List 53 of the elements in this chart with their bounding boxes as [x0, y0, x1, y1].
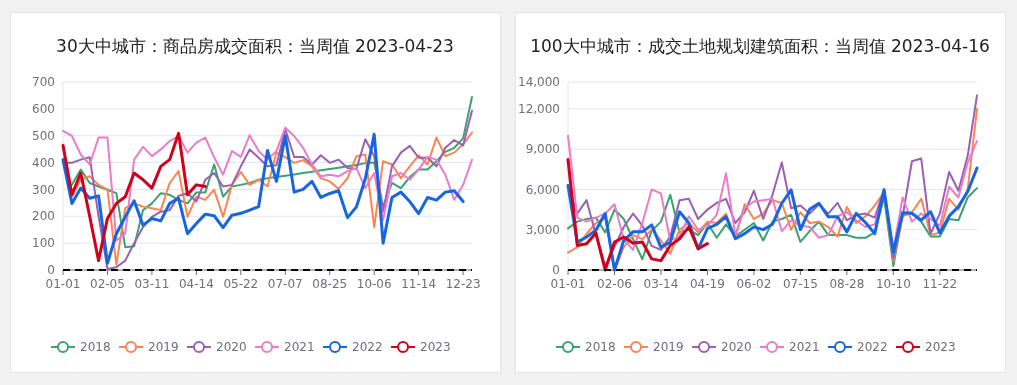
line-series — [567, 134, 978, 251]
x-tick-label: 03-11 — [134, 277, 170, 291]
legend-label: 2019 — [148, 340, 179, 355]
x-tick-label: 04-19 — [689, 277, 725, 291]
legend-label: 2023 — [925, 340, 956, 355]
y-tick-label: 0 — [552, 263, 560, 278]
x-tick-label: 07-15 — [782, 277, 818, 291]
y-tick-label: 12,000 — [518, 102, 560, 117]
x-tick-label: 11-14 — [401, 277, 437, 291]
line-series — [61, 131, 207, 263]
x-tick-label: 08-25 — [312, 277, 348, 291]
legend-label: 2018 — [585, 340, 616, 355]
x-tick-label: 06-02 — [736, 277, 772, 291]
x-tick-label: 08-28 — [829, 277, 865, 291]
line-series — [567, 187, 978, 267]
legend-label: 2021 — [789, 340, 820, 355]
line-series — [566, 157, 709, 272]
x-tick-label: 04-14 — [178, 277, 214, 291]
chart-title: 100大中城市：成交土地规划建筑面积：当周值 2023-04-16 — [530, 36, 990, 56]
legend-label: 2020 — [216, 340, 247, 355]
y-tick-label: 400 — [32, 155, 55, 170]
legend-label: 2022 — [857, 340, 888, 355]
legend-label: 2018 — [80, 340, 111, 355]
line-series — [62, 126, 473, 242]
y-tick-label: 0 — [47, 263, 55, 278]
x-tick-label: 01-01 — [550, 277, 586, 291]
x-tick-label: 10-10 — [875, 277, 911, 291]
x-tick-label: 05-22 — [223, 277, 259, 291]
y-tick-label: 100 — [32, 236, 55, 251]
x-tick-label: 11-22 — [922, 277, 958, 291]
y-tick-label: 300 — [32, 182, 55, 197]
x-tick-label: 10-06 — [356, 277, 392, 291]
y-tick-label: 600 — [32, 102, 55, 117]
legend-label: 2023 — [420, 340, 451, 355]
legend-label: 2021 — [284, 340, 315, 355]
y-tick-label: 700 — [32, 75, 55, 90]
x-tick-label: 01-01 — [45, 277, 81, 291]
y-tick-label: 9,000 — [525, 142, 560, 157]
legend-label: 2020 — [721, 340, 752, 355]
line-series — [70, 96, 473, 249]
legend-label: 2019 — [653, 340, 684, 355]
y-tick-label: 200 — [32, 209, 55, 224]
y-tick-label: 6,000 — [525, 182, 560, 197]
legend-label: 2022 — [352, 340, 383, 355]
x-tick-label: 07-07 — [267, 277, 303, 291]
x-tick-label: 02-06 — [597, 277, 632, 291]
y-tick-label: 3,000 — [525, 222, 560, 237]
y-tick-label: 500 — [32, 128, 55, 143]
y-tick-label: 14,000 — [518, 75, 560, 90]
x-tick-label: 03-14 — [643, 277, 679, 291]
x-tick-label: 02-05 — [90, 277, 125, 291]
chart-title: 30大中城市：商品房成交面积：当周值 2023-04-23 — [56, 36, 454, 56]
x-tick-label: 12-23 — [445, 277, 481, 291]
